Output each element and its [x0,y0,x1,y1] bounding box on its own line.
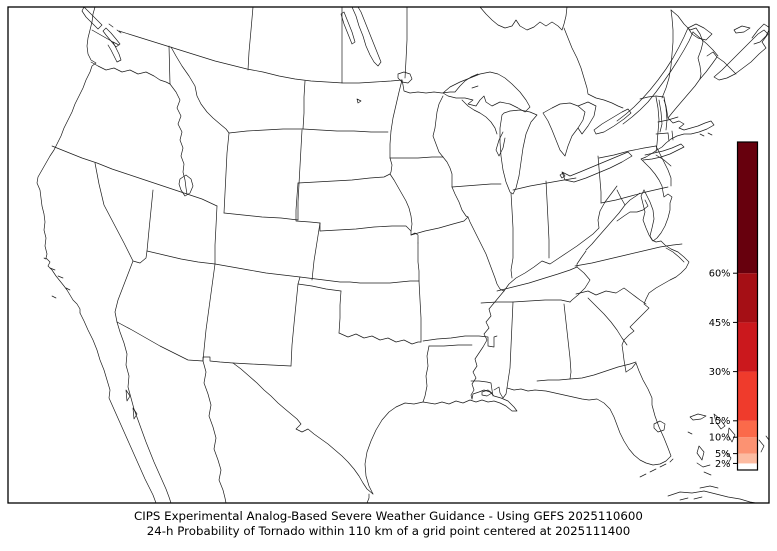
colorbar-tick-label: 30% [709,367,731,378]
colorbar-tick-label: 2% [715,459,731,470]
colorbar-segment [737,437,758,454]
pacific-coastline [36,7,122,314]
map-linework-layer [36,7,769,503]
colorbar-segment [737,142,758,274]
colorbar-tick-label: 5% [715,449,731,460]
us-canada-border [118,30,665,100]
canada-borders [247,7,769,125]
colorbar-tick-label: 10% [709,433,731,444]
great-lakes [442,71,633,195]
mexico-and-islands [79,312,769,503]
colorbar-border [736,141,759,471]
colorbar: 60% 45% 30% 15% 10% 5%2% [709,141,759,471]
caption-line-2: 24-h Probability of Tornado within 110 k… [146,524,631,538]
us-state-borders [51,9,704,403]
plot-frame [7,6,770,504]
caption-line-1: CIPS Experimental Analog-Based Severe We… [134,509,643,523]
colorbar-segment [737,420,758,438]
colorbar-segment [737,322,758,372]
colorbar-tick-label: 45% [709,318,731,329]
gulf-atlantic-coastline [232,78,715,495]
colorbar-tick-label: 15% [709,416,731,427]
colorbar-tick-label: 60% [709,269,731,280]
colorbar-segment [737,371,758,421]
colorbar-segment [737,463,758,470]
colorbar-segment [737,453,758,464]
colorbar-segment [737,273,758,323]
figure-caption: CIPS Experimental Analog-Based Severe We… [0,509,777,539]
